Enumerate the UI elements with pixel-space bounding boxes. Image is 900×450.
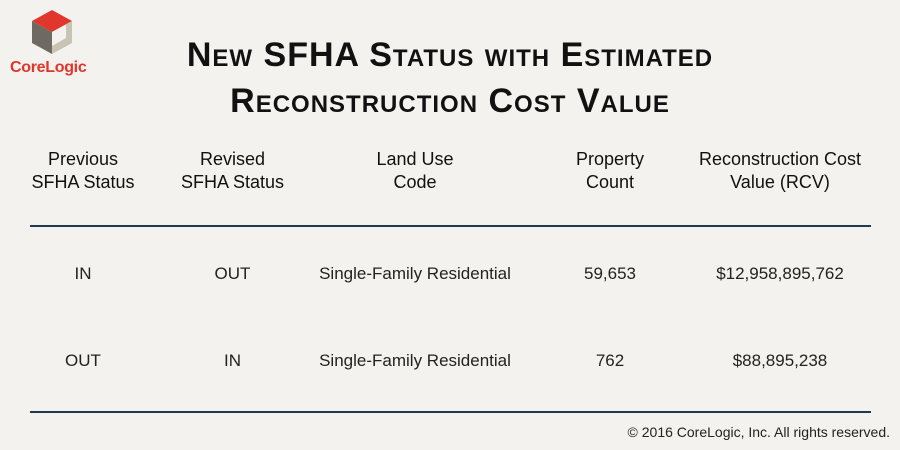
cell-previous-status: IN (74, 264, 92, 283)
page-title-line1: New SFHA Status with Estimated (186, 36, 714, 74)
cell-property-count: 762 (595, 351, 625, 370)
cell-rcv: $88,895,238 (732, 351, 828, 370)
header-reconstruction-cost-value: Reconstruction Cost Value (RCV) (675, 148, 885, 194)
header-line: Property (575, 149, 645, 169)
header-line: Code (393, 172, 437, 192)
header-line: SFHA Status (180, 172, 285, 192)
copyright-notice: © 2016 CoreLogic, Inc. All rights reserv… (627, 424, 890, 440)
header-line: SFHA Status (31, 172, 135, 192)
logo-wordmark: CoreLogic (10, 59, 87, 76)
cell-land-use-code: Single-Family Residential (319, 351, 511, 370)
header-property-count: Property Count (545, 148, 675, 194)
header-line: Previous (47, 149, 119, 169)
header-revised-sfha-status: Revised SFHA Status (165, 148, 300, 194)
header-line: Land Use (376, 149, 454, 169)
page-title-line2: Reconstruction Cost Value (230, 82, 670, 120)
cell-previous-status: OUT (65, 351, 101, 370)
header-previous-sfha-status: Previous SFHA Status (18, 148, 148, 194)
corelogic-cube-icon (32, 10, 72, 54)
header-line: Value (RCV) (730, 172, 830, 192)
header-line: Count (585, 172, 635, 192)
cell-revised-status: IN (224, 351, 241, 370)
header-line: Revised (199, 149, 266, 169)
cell-rcv: $12,958,895,762 (716, 264, 844, 283)
cell-property-count: 59,653 (584, 264, 636, 283)
table-top-divider (30, 225, 871, 227)
header-line: Reconstruction Cost (698, 149, 862, 169)
cell-land-use-code: Single-Family Residential (319, 264, 511, 283)
header-land-use-code: Land Use Code (300, 148, 530, 194)
cell-revised-status: OUT (214, 264, 251, 283)
corelogic-logo: CoreLogic (10, 10, 105, 82)
table-bottom-divider (30, 411, 871, 413)
